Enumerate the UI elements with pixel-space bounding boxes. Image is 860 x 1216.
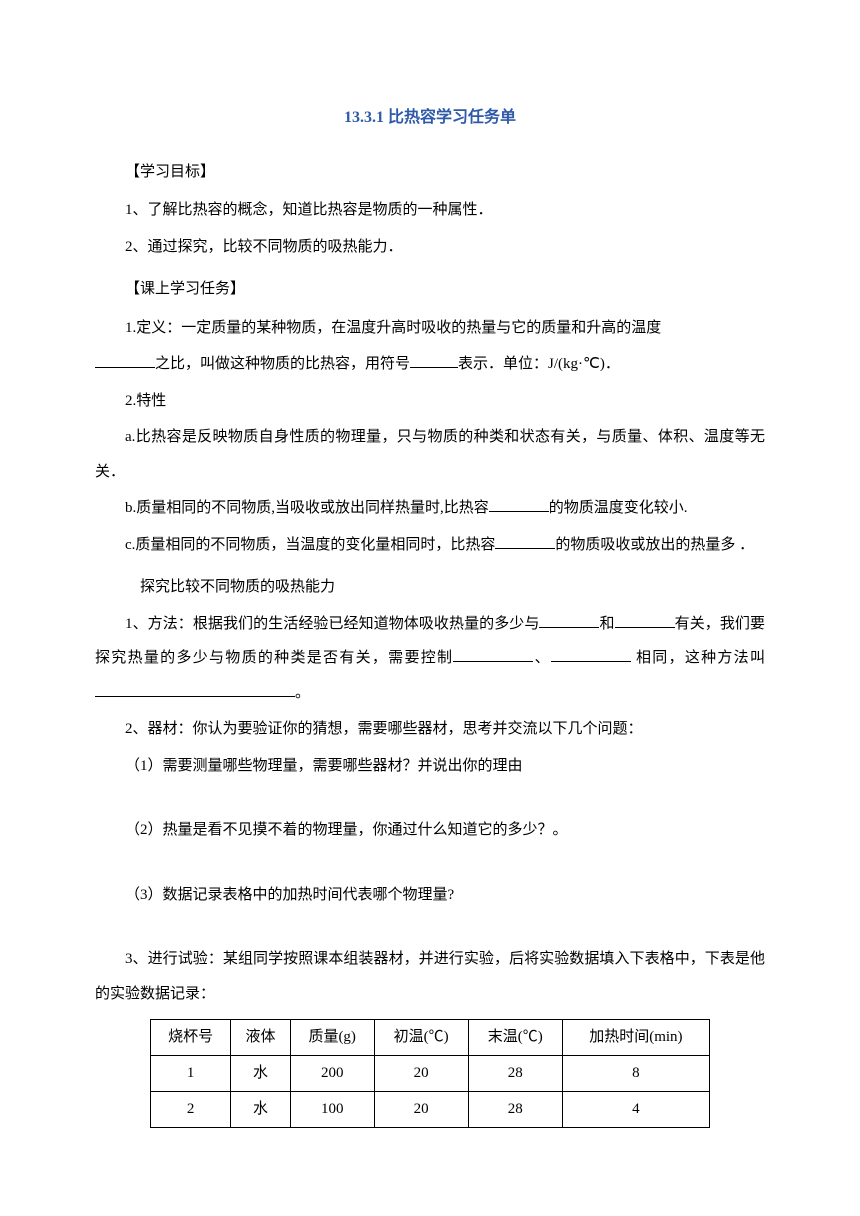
cell: 4 [562, 1092, 709, 1128]
col-mass: 质量(g) [290, 1020, 374, 1056]
def-text-b: 之比，叫做这种物质的比热容，用符号 [155, 356, 410, 372]
cell: 1 [151, 1056, 231, 1092]
m1-f: 。 [295, 685, 310, 701]
tasks-heading: 【课上学习任务】 [95, 272, 765, 307]
prop-b-text-2: 的物质温度变化较小. [549, 500, 688, 516]
m1-d: 、 [533, 650, 551, 666]
cell: 100 [290, 1092, 374, 1128]
blank-symbol[interactable] [410, 352, 458, 369]
prop-c-text-2: 的物质吸收或放出的热量多 ． [555, 537, 754, 553]
table-row: 1 水 200 20 28 8 [151, 1056, 710, 1092]
experiment-para: 3、进行试验：某组同学按照课本组装器材，并进行实验，后将实验数据填入下表格中，下… [95, 942, 765, 1011]
cell: 200 [290, 1056, 374, 1092]
explore-title: 探究比较不同物质的吸热能力 [95, 570, 765, 605]
property-c: c.质量相同的不同物质，当温度的变化量相同时，比热容 的物质吸收或放出的热量多 ． [95, 528, 765, 563]
blank-m1-3[interactable] [453, 646, 533, 663]
def-text-c: 表示．单位：J/(kg·℃)． [458, 356, 620, 372]
blank-m1-1[interactable] [539, 611, 599, 628]
question-2: （2）热量是看不见摸不着的物理量，你通过什么知道它的多少？。 [95, 813, 765, 848]
blank-m1-5[interactable] [95, 680, 295, 697]
col-final: 末温(℃) [468, 1020, 562, 1056]
col-liquid: 液体 [231, 1020, 291, 1056]
definition-line-2: 之比，叫做这种物质的比热容，用符号 表示．单位：J/(kg·℃)． [95, 347, 765, 382]
col-initial: 初温(℃) [374, 1020, 468, 1056]
question-1: （1）需要测量哪些物理量，需要哪些器材？并说出你的理由 [95, 749, 765, 784]
equipment-para: 2、器材：你认为要验证你的猜想，需要哪些器材，思考并交流以下几个问题： [95, 712, 765, 747]
goals-heading: 【学习目标】 [95, 155, 765, 190]
cell: 水 [231, 1056, 291, 1092]
data-table: 烧杯号 液体 质量(g) 初温(℃) 末温(℃) 加热时间(min) 1 水 2… [150, 1019, 710, 1128]
blank-m1-4[interactable] [551, 646, 631, 663]
blank-prop-c[interactable] [495, 532, 555, 549]
property-a: a.比热容是反映物质自身性质的物理量，只与物质的种类和状态有关，与质量、体积、温… [95, 420, 765, 489]
m1-b: 和 [599, 616, 614, 632]
col-cup: 烧杯号 [151, 1020, 231, 1056]
col-time: 加热时间(min) [562, 1020, 709, 1056]
cell: 8 [562, 1056, 709, 1092]
cell: 28 [468, 1092, 562, 1128]
cell: 2 [151, 1092, 231, 1128]
question-3: （3）数据记录表格中的加热时间代表哪个物理量? [95, 878, 765, 913]
blank-prop-b[interactable] [489, 496, 549, 513]
page-title: 13.3.1 比热容学习任务单 [95, 100, 765, 137]
prop-b-text-1: b.质量相同的不同物质,当吸收或放出同样热量时,比热容 [125, 500, 489, 516]
answer-space-1 [95, 785, 765, 813]
answer-space-2 [95, 850, 765, 878]
cell: 20 [374, 1056, 468, 1092]
def-text-a: 1.定义：一定质量的某种物质，在温度升高时吸收的热量与它的质量和升高的温度 [125, 320, 661, 336]
goal-item-1: 1、了解比热容的概念，知道比热容是物质的一种属性． [95, 193, 765, 228]
table-row: 2 水 100 20 28 4 [151, 1092, 710, 1128]
definition-line: 1.定义：一定质量的某种物质，在温度升高时吸收的热量与它的质量和升高的温度 [95, 311, 765, 346]
cell: 水 [231, 1092, 291, 1128]
table-header-row: 烧杯号 液体 质量(g) 初温(℃) 末温(℃) 加热时间(min) [151, 1020, 710, 1056]
method-para: 1、方法：根据我们的生活经验已经知道物体吸收热量的多少与和有关，我们要探究热量的… [95, 607, 765, 711]
goal-item-2: 2、通过探究，比较不同物质的吸热能力． [95, 230, 765, 265]
property-heading: 2.特性 [95, 384, 765, 419]
blank-ratio[interactable] [95, 352, 155, 369]
property-b: b.质量相同的不同物质,当吸收或放出同样热量时,比热容 的物质温度变化较小. [95, 491, 765, 526]
cell: 28 [468, 1056, 562, 1092]
prop-c-text-1: c.质量相同的不同物质，当温度的变化量相同时，比热容 [125, 537, 495, 553]
cell: 20 [374, 1092, 468, 1128]
answer-space-3 [95, 914, 765, 942]
m1-e: 相同，这种方法叫 [631, 650, 765, 666]
blank-m1-2[interactable] [615, 611, 675, 628]
m1-a: 1、方法：根据我们的生活经验已经知道物体吸收热量的多少与 [125, 616, 539, 632]
